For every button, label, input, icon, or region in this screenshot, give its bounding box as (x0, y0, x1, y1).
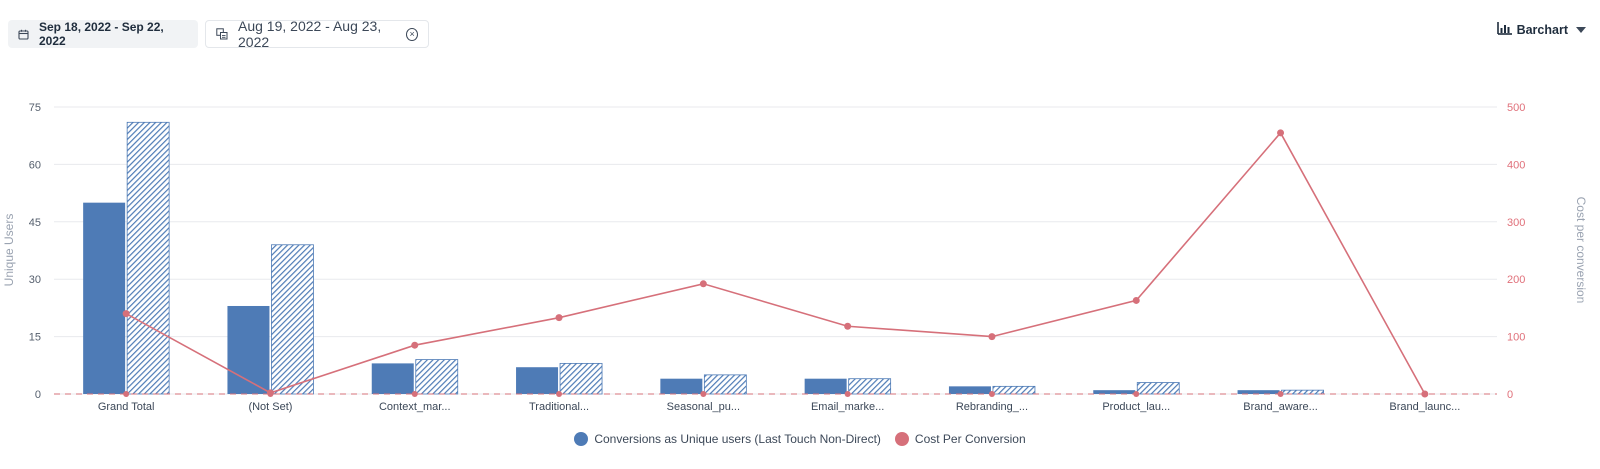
bars (83, 121, 1324, 395)
bar-current (516, 367, 559, 394)
left-axis: 0 15 30 45 60 75 (29, 102, 41, 401)
y2-tick-label: 300 (1507, 217, 1525, 229)
compare-cost-point (1133, 391, 1140, 397)
compare-date-range[interactable]: Aug 19, 2022 - Aug 23, 2022 × (205, 18, 429, 50)
x-tick-label: Context_mar... (379, 401, 451, 413)
y2-tick-label: 500 (1507, 102, 1525, 114)
bar-current (227, 305, 270, 394)
y2-tick-label: 400 (1507, 159, 1525, 171)
legend-label-cost: Cost Per Conversion (914, 432, 1026, 446)
x-tick-label: Brand_aware... (1243, 401, 1318, 413)
y2-tick-label: 100 (1507, 332, 1525, 344)
compare-cost-point (700, 391, 707, 397)
bar-compare (848, 378, 892, 395)
cost-point (555, 314, 563, 322)
y-tick-label: 0 (35, 389, 41, 401)
legend-swatch-cost (894, 432, 909, 446)
x-tick-label: Email_marke... (811, 401, 884, 413)
right-axis: 0 100 200 300 400 500 (1507, 102, 1525, 401)
bar-current (804, 378, 847, 394)
legend-item-conversions[interactable]: Conversions as Unique users (Last Touch … (574, 432, 881, 446)
y-axis-title: Unique Users (2, 214, 16, 287)
cost-point (1132, 296, 1140, 304)
compare-date-range-label: Aug 19, 2022 - Aug 23, 2022 (238, 18, 382, 50)
y2-tick-label: 200 (1507, 274, 1525, 286)
chart-type-selector[interactable]: Barchart (1496, 22, 1586, 38)
y-tick-label: 75 (29, 102, 41, 114)
y-tick-label: 15 (29, 332, 41, 344)
cost-point (122, 310, 130, 318)
x-tick-label: Seasonal_pu... (667, 401, 740, 413)
x-tick-label: (Not Set) (248, 401, 292, 413)
calendar-icon (18, 29, 29, 40)
cost-point (266, 389, 274, 397)
primary-date-range-label: Sep 18, 2022 - Sep 22, 2022 (39, 20, 164, 48)
compare-cost-point (1277, 391, 1284, 397)
bar-current (371, 363, 414, 394)
bar-current (1093, 390, 1136, 394)
bar-compare (1281, 389, 1324, 395)
chevron-down-icon (1576, 27, 1586, 33)
cost-point (988, 333, 996, 341)
compare-cost-point (988, 391, 995, 397)
x-axis-labels: Grand Total (Not Set) Context_mar... Tradit… (98, 401, 1461, 413)
y2-axis-title: Cost per conversion (1574, 197, 1588, 304)
y-tick-label: 30 (29, 274, 41, 286)
y-tick-label: 45 (29, 217, 41, 229)
bar-compare (703, 374, 747, 395)
compare-cost-point (411, 391, 418, 397)
legend: Conversions as Unique users (Last Touch … (0, 432, 1600, 446)
bar-chart-icon (1496, 22, 1512, 38)
chart-type-label: Barchart (1516, 23, 1568, 37)
x-tick-label: Product_lau... (1102, 401, 1170, 413)
cost-point (1277, 129, 1285, 137)
bar-compare (271, 244, 314, 395)
clear-compare-icon[interactable]: × (406, 27, 418, 41)
compare-cost-point (844, 391, 851, 397)
cost-line (122, 129, 1429, 398)
legend-label-conversions: Conversions as Unique users (Last Touch … (594, 432, 881, 446)
bar-current (948, 386, 991, 394)
x-tick-label: Rebranding_... (956, 401, 1028, 413)
y-tick-label: 60 (29, 159, 41, 171)
x-tick-label: Brand_launc... (1389, 401, 1460, 413)
bar-compare (415, 359, 459, 395)
y2-tick-label: 0 (1507, 389, 1513, 401)
cost-point (1421, 390, 1429, 398)
x-tick-label: Traditional... (529, 401, 589, 413)
cost-point (411, 341, 419, 349)
bar-current (83, 202, 126, 394)
cost-point (844, 322, 852, 330)
bar-compare (126, 121, 170, 395)
grid (54, 106, 1497, 395)
bar-compare (559, 362, 603, 395)
bar-compare (992, 385, 1036, 395)
cost-line-path (125, 131, 1426, 395)
toolbar: Sep 18, 2022 - Sep 22, 2022 Aug 19, 2022… (0, 0, 1600, 60)
compare-cost-point (123, 391, 130, 397)
compare-cost-point (556, 391, 563, 397)
bar-current (660, 378, 703, 394)
cost-point (699, 280, 707, 288)
legend-swatch-conversions (574, 432, 589, 446)
compare-calendar-icon (216, 28, 228, 40)
legend-item-cost[interactable]: Cost Per Conversion (894, 432, 1026, 446)
primary-date-range[interactable]: Sep 18, 2022 - Sep 22, 2022 (8, 20, 198, 48)
bar-current (1237, 390, 1280, 394)
x-tick-label: Grand Total (98, 401, 155, 413)
bar-compare (1136, 382, 1180, 395)
